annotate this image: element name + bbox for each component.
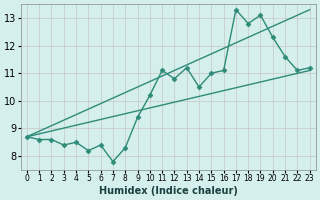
X-axis label: Humidex (Indice chaleur): Humidex (Indice chaleur): [99, 186, 238, 196]
